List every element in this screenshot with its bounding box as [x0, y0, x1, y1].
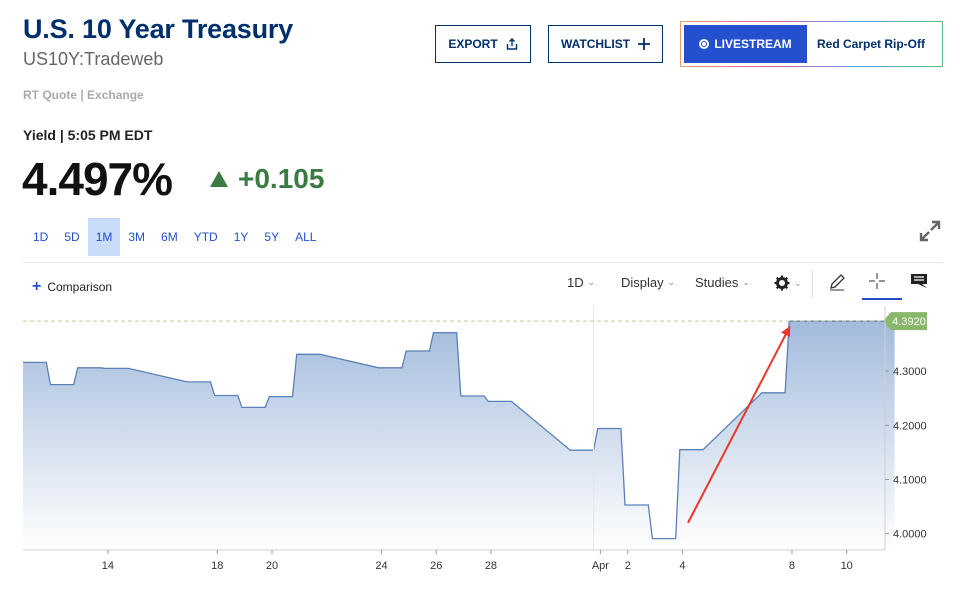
annotation-arrow [687, 325, 791, 524]
x-tick-label: 14 [102, 560, 114, 572]
export-button[interactable]: EXPORT [435, 25, 531, 63]
chevron-down-icon: ⌄ [794, 277, 802, 288]
range-tab-1y[interactable]: 1Y [233, 230, 249, 244]
range-tab-5d[interactable]: 5D [64, 230, 80, 244]
active-tool-indicator [862, 298, 902, 300]
export-label: EXPORT [448, 37, 498, 51]
time-range-tabs: 1D 5D 1M 3M 6M YTD 1Y 5Y ALL [25, 218, 324, 256]
range-tab-3m[interactable]: 3M [128, 230, 146, 244]
comparison-button[interactable]: + Comparison [32, 278, 112, 296]
display-dropdown[interactable]: Display ⌄ [621, 275, 675, 290]
symbol-subtitle: US10Y:Tradeweb [23, 49, 164, 69]
y-tick-label: 4.3000 [893, 366, 927, 378]
display-label: Display [621, 275, 664, 290]
expand-icon[interactable] [918, 219, 942, 243]
livestream-promo[interactable]: LIVESTREAM Red Carpet Rip-Off [680, 21, 943, 67]
range-tab-ytd[interactable]: YTD [193, 230, 218, 244]
change-value: +0.105 [238, 163, 325, 194]
chart-series-line [23, 320, 895, 540]
x-tick-label: 24 [375, 560, 387, 572]
quote-source: RT Quote | Exchange [23, 88, 144, 102]
plus-icon: + [32, 278, 42, 295]
settings-dropdown[interactable]: ⌄ [774, 275, 802, 291]
last-price-label: 4.3920 [892, 316, 926, 328]
y-tick-label: 4.0000 [893, 529, 927, 541]
chart-area-fill [23, 321, 895, 550]
x-tick-label: 8 [789, 560, 795, 572]
crosshair-icon[interactable] [868, 272, 886, 290]
chevron-down-icon: ⌄ [742, 277, 750, 287]
chevron-down-icon: ⌄ [667, 277, 676, 287]
x-tick-label: 20 [266, 560, 278, 572]
range-tab-1m[interactable]: 1M [87, 218, 121, 256]
up-arrow-icon [210, 171, 228, 187]
y-tick-label: 4.1000 [893, 475, 927, 487]
x-tick-label: 18 [211, 560, 223, 572]
range-tab-all[interactable]: ALL [295, 230, 317, 244]
watchlist-label: WATCHLIST [560, 37, 631, 51]
yield-label: Yield | 5:05 PM EDT [23, 127, 153, 143]
livestream-button[interactable]: LIVESTREAM [684, 25, 807, 63]
comparison-label: Comparison [47, 280, 113, 294]
x-tick-label: Apr [592, 560, 609, 572]
live-icon [699, 39, 710, 49]
studies-label: Studies [695, 275, 739, 290]
interval-label: 1D [567, 275, 584, 290]
toolbar-divider [812, 270, 813, 298]
share-icon [506, 38, 517, 50]
x-tick-label: 26 [430, 560, 442, 572]
livestream-title[interactable]: Red Carpet Rip-Off [817, 37, 925, 51]
interval-dropdown[interactable]: 1D ⌄ [567, 275, 595, 290]
quote-price: 4.497% [22, 153, 173, 205]
watchlist-button[interactable]: WATCHLIST [548, 25, 663, 63]
x-tick-label: 4 [679, 560, 685, 572]
page-title: U.S. 10 Year Treasury [23, 14, 293, 44]
plus-icon [638, 38, 651, 50]
comment-icon[interactable] [910, 273, 928, 289]
chevron-down-icon: ⌄ [587, 277, 596, 287]
pencil-icon[interactable] [828, 273, 846, 291]
y-tick-label: 4.2000 [893, 420, 927, 432]
studies-dropdown[interactable]: Studies ⌄ [695, 275, 750, 290]
gear-icon [774, 275, 790, 291]
range-tab-1d[interactable]: 1D [33, 230, 49, 244]
x-tick-label: 2 [625, 560, 631, 572]
divider [23, 262, 943, 263]
x-tick-label: 28 [485, 560, 497, 572]
x-tick-label: 10 [841, 560, 853, 572]
range-tab-6m[interactable]: 6M [161, 230, 178, 244]
livestream-label: LIVESTREAM [714, 37, 792, 51]
quote-change: +0.105 [210, 163, 324, 195]
range-tab-5y[interactable]: 5Y [264, 230, 280, 244]
last-price-badge [883, 312, 927, 331]
